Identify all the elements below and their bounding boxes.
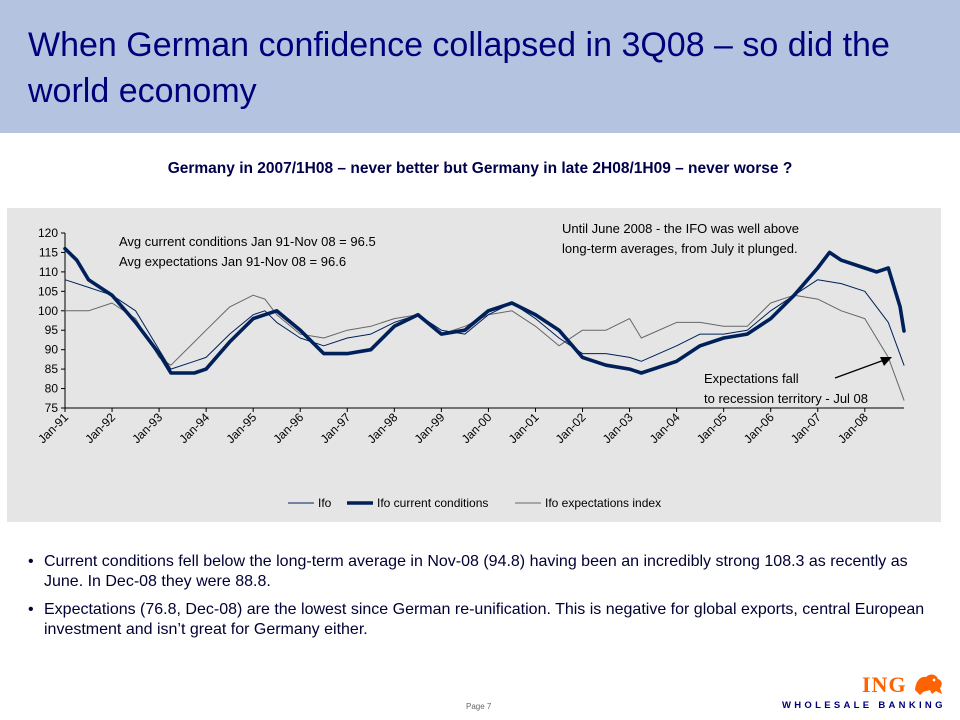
x-tick-label: Jan-00 [459, 410, 495, 446]
y-tick-label: 110 [39, 265, 58, 279]
x-tick-label: Jan-93 [129, 410, 165, 446]
x-tick-label: Jan-05 [694, 410, 730, 446]
x-tick-label: Jan-92 [82, 410, 118, 446]
annotation-fall-2: to recession territory - Jul 08 [704, 391, 868, 406]
chart-panel: 75 80 85 90 95 100 105 110 115 120 Jan-91 Jan-92 Jan… [7, 208, 941, 522]
x-tick-label: Jan-02 [553, 410, 589, 446]
annotation-arrow-head [880, 357, 892, 366]
x-tick-label: Jan-04 [647, 410, 683, 446]
series-line-ifo-current-conditions [63, 246, 906, 375]
y-tick-label: 90 [45, 343, 59, 357]
y-tick-label: 120 [38, 226, 58, 240]
page-number: Page 7 [466, 702, 492, 711]
annotation-until-2: long-term averages, from July it plunged… [562, 241, 798, 256]
x-tick-label: Jan-03 [600, 410, 636, 446]
legend-label-2: Ifo expectations index [545, 496, 661, 510]
y-tick-label: 95 [45, 323, 59, 337]
y-tick-label: 80 [45, 382, 59, 396]
page-title: When German confidence collapsed in 3Q08… [28, 26, 890, 110]
x-tick-label: Jan-95 [223, 410, 259, 446]
y-tick-label: 85 [45, 362, 59, 376]
logo-wordmark: ING [862, 672, 907, 697]
logo-subtitle: WHOLESALE BANKING [782, 700, 946, 711]
ifo-line-chart: 75 80 85 90 95 100 105 110 115 120 Jan-91 Jan-92 Jan… [35, 221, 906, 510]
x-tick-label: Jan-99 [412, 410, 448, 446]
y-tick-label: 105 [38, 284, 58, 298]
ing-logo: ING WHOLESALE BANKING [778, 664, 954, 716]
legend-label-1: Ifo current conditions [377, 496, 488, 510]
x-tick-label: Jan-01 [506, 410, 542, 446]
lion-icon [915, 674, 942, 695]
annotation-until-1: Until June 2008 - the IFO was well above [562, 221, 799, 236]
x-tick-label: Jan-98 [365, 410, 401, 446]
bullet-list: Current conditions fell below the long-t… [28, 552, 928, 648]
annotation-avg-expect: Avg expectations Jan 91-Nov 08 = 96.6 [119, 254, 346, 269]
x-tick-label: Jan-97 [318, 410, 354, 446]
header-band: When German confidence collapsed in 3Q08… [0, 0, 960, 133]
bullet-current-conditions: Current conditions fell below the long-t… [28, 552, 928, 592]
chart-subtitle: Germany in 2007/1H08 – never better but … [167, 160, 793, 177]
bullet-expectations: Expectations (76.8, Dec-08) are the lowe… [28, 600, 928, 640]
annotation-arrow [834, 358, 888, 379]
y-tick-label: 75 [45, 401, 59, 415]
x-tick-label: Jan-96 [271, 410, 307, 446]
annotation-avg-current: Avg current conditions Jan 91-Nov 08 = 9… [119, 234, 376, 249]
legend-label-0: Ifo [318, 496, 332, 510]
x-tick-label: Jan-91 [35, 410, 71, 446]
x-tick-label: Jan-06 [741, 410, 777, 446]
series-line-ifo-expectations-index [64, 294, 905, 401]
x-tick-label: Jan-07 [788, 410, 824, 446]
x-tick-label: Jan-08 [835, 410, 871, 446]
annotation-fall-1: Expectations fall [704, 371, 799, 386]
series-line-ifo [64, 279, 905, 370]
x-tick-label: Jan-94 [176, 410, 212, 446]
y-tick-label: 115 [39, 245, 58, 259]
y-tick-label: 100 [38, 304, 58, 318]
